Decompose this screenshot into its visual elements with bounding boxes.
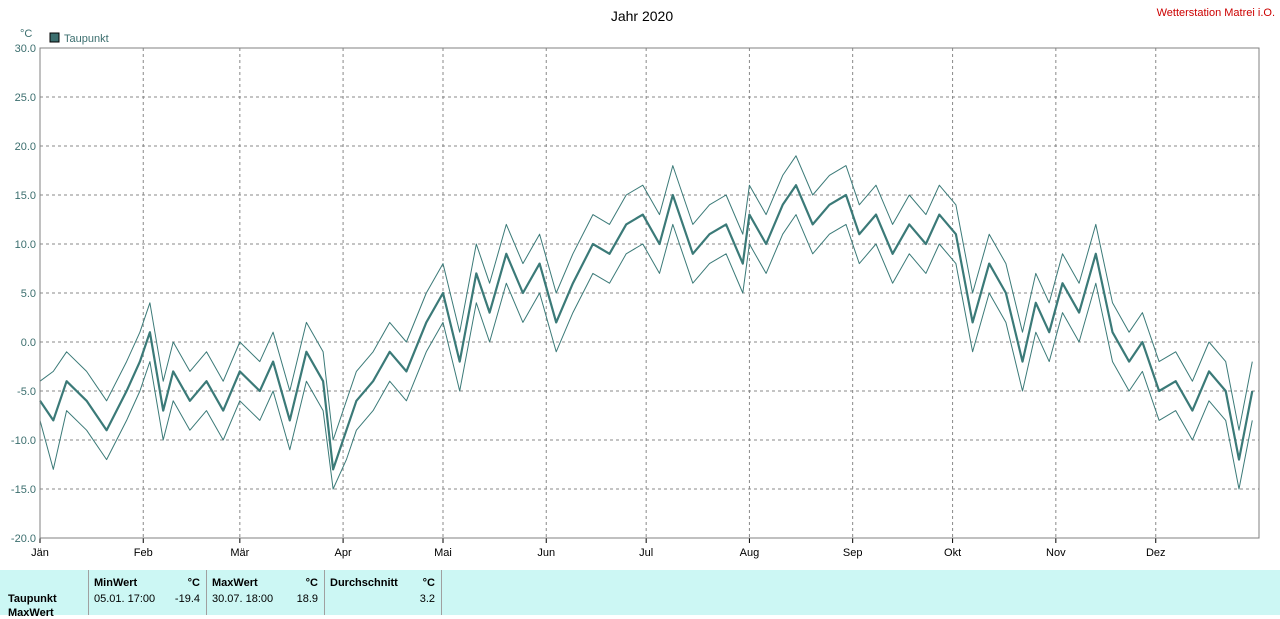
chart-svg: Jahr 2020 Wetterstation Matrei i.O. °C T… xyxy=(11,7,1275,559)
max-value: 18.9 xyxy=(296,593,318,605)
series-max-line xyxy=(39,155,1253,441)
y-tick-label: 0.0 xyxy=(21,337,36,349)
legend-label: Taupunkt xyxy=(64,33,109,45)
x-tick-label: Okt xyxy=(944,547,961,559)
stats-row-label: Taupunkt xyxy=(8,593,57,605)
x-tick-label: Dez xyxy=(1146,547,1166,559)
y-tick-label: 20.0 xyxy=(15,141,36,153)
min-value: -19.4 xyxy=(174,593,200,605)
stats-max-cell: MaxWert °C 30.07. 18:00 18.9 xyxy=(207,570,325,615)
chart-title: Jahr 2020 xyxy=(611,8,673,24)
x-tick-label: Mai xyxy=(434,547,452,559)
x-tick-label: Jun xyxy=(537,547,555,559)
min-time: 05.01. 17:00 xyxy=(94,593,156,605)
x-tick-label: Mär xyxy=(230,547,249,559)
x-tick-label: Jän xyxy=(31,547,49,559)
y-tick-label: 5.0 xyxy=(21,288,36,300)
grid xyxy=(40,48,1259,538)
x-tick-label: Sep xyxy=(843,547,863,559)
x-tick-label: Feb xyxy=(134,547,153,559)
stats-row-header: Taupunkt MaxWert xyxy=(0,570,89,619)
y-unit: °C xyxy=(20,28,32,40)
y-tick-label: -20.0 xyxy=(11,533,36,545)
stats-min-cell: MinWert °C 05.01. 17:00 -19.4 xyxy=(89,570,207,615)
stats-row-label-2: MaxWert xyxy=(8,607,54,619)
legend-swatch xyxy=(49,32,60,43)
max-time: 30.07. 18:00 xyxy=(212,593,274,605)
x-tick-label: Aug xyxy=(740,547,760,559)
y-tick-label: -10.0 xyxy=(11,435,36,447)
y-tick-label: 15.0 xyxy=(15,190,36,202)
y-axis: 30.0 25.0 20.0 15.0 10.0 5.0 0.0 -5.0 -10.0 -15.0… xyxy=(11,43,36,545)
series-lines xyxy=(39,155,1254,490)
x-tick-label: Jul xyxy=(639,547,653,559)
x-tick-label: Apr xyxy=(335,547,352,559)
y-tick-label: 10.0 xyxy=(15,239,36,251)
avg-unit: °C xyxy=(422,577,435,589)
stats-avg-cell: Durchschnitt °C 3.2 xyxy=(325,570,442,615)
x-tick-label: Nov xyxy=(1046,547,1066,559)
stats-table: Taupunkt MaxWert MinWert °C 05.01. 17:00… xyxy=(0,570,1280,619)
y-tick-label: 25.0 xyxy=(15,92,36,104)
max-unit: °C xyxy=(305,577,318,589)
y-tick-label: 30.0 xyxy=(15,43,36,55)
max-header: MaxWert xyxy=(212,577,258,589)
x-axis: Jän Feb Mär Apr Mai Jun Jul Aug Sep Okt Nov Dez xyxy=(31,538,1166,559)
avg-header: Durchschnitt xyxy=(330,577,398,589)
min-header: MinWert xyxy=(94,577,138,589)
y-tick-label: -5.0 xyxy=(17,386,36,398)
plot-frame xyxy=(39,47,1260,539)
y-tick-label: -15.0 xyxy=(11,484,36,496)
avg-value: 3.2 xyxy=(419,593,435,605)
min-unit: °C xyxy=(187,577,200,589)
station-name: Wetterstation Matrei i.O. xyxy=(1157,7,1275,19)
series-mean-line xyxy=(39,184,1254,471)
series-min-line xyxy=(39,214,1253,490)
